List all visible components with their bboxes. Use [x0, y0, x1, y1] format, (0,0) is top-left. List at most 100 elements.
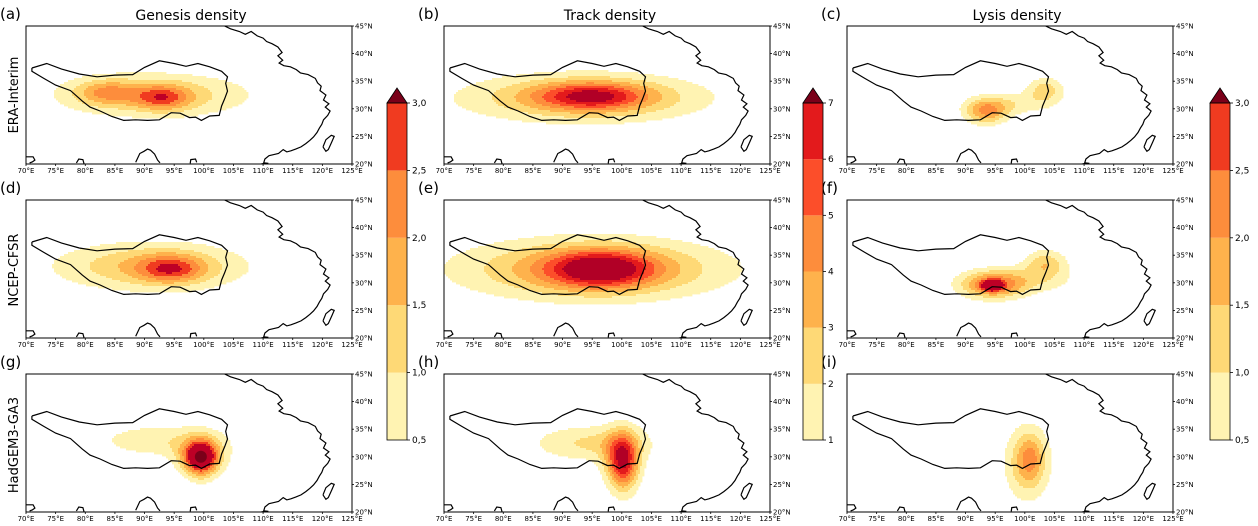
lon-tick-label: 120°E [1133, 167, 1154, 175]
coastline-south-3 [607, 158, 616, 164]
panel-c: 70°E 75°E 80°E 85°E 90°E 95°E 100°E 105°E 110°E 1… [821, 5, 1194, 175]
lon-tick-label: 120°E [312, 515, 333, 523]
panel-b: 70°E 75°E 80°E 85°E 90°E 95°E 100°E 105°E 110°E 1… [418, 5, 791, 175]
lon-tick-label: 95°E [584, 515, 601, 523]
coastline [1045, 26, 1152, 164]
lon-tick-label: 105°E [223, 341, 244, 349]
lat-tick-label: 30°N [1176, 279, 1194, 287]
panel-h: 70°E 75°E 80°E 85°E 90°E 95°E 100°E 105°E 110°E 1… [418, 353, 791, 523]
panel-f: 70°E 75°E 80°E 85°E 90°E 95°E 100°E 105°E 110°E 1… [821, 179, 1194, 349]
lat-tick-label: 45°N [1176, 371, 1194, 379]
lat-tick-label: 20°N [355, 161, 373, 169]
lat-tick-label: 20°N [355, 335, 373, 343]
lon-tick-label: 90°E [136, 515, 153, 523]
lon-tick-label: 75°E [868, 167, 885, 175]
lon-tick-label: 110°E [252, 515, 273, 523]
lon-tick-label: 90°E [554, 167, 571, 175]
panel-label: (e) [418, 179, 439, 197]
lon-tick-label: 90°E [554, 515, 571, 523]
lon-tick-label: 95°E [166, 515, 183, 523]
coastline-south-3 [607, 332, 616, 338]
colorbar-bin [1210, 372, 1230, 440]
lat-tick-label: 20°N [773, 509, 791, 517]
lon-tick-label: 125°E [1162, 341, 1183, 349]
colorbar-bin [1210, 237, 1230, 306]
colorbar-bin [1210, 170, 1230, 238]
density-field [540, 420, 653, 501]
panel-frame [25, 373, 353, 513]
colorbar-tick-label: 0,5 [1235, 436, 1249, 446]
panel-label: (i) [821, 353, 837, 371]
lat-tick-label: 45°N [1176, 197, 1194, 205]
coastline-south-3 [1010, 332, 1019, 338]
colorbar-bin [803, 271, 823, 328]
lat-tick-label: 35°N [1176, 426, 1194, 434]
panel-e: 70°E 75°E 80°E 85°E 90°E 95°E 100°E 105°E 110°E 1… [418, 179, 791, 349]
coastline-west [847, 504, 857, 512]
lat-tick-label: 25°N [773, 133, 791, 141]
lon-tick-label: 125°E [341, 167, 362, 175]
density-field [52, 242, 249, 293]
lon-tick-label: 105°E [641, 167, 662, 175]
taiwan-coast [740, 308, 754, 327]
lat-tick-label: 45°N [355, 23, 373, 31]
coastline [1045, 200, 1152, 338]
lat-tick-label: 25°N [355, 481, 373, 489]
column-title-lysis: Lysis density [972, 8, 1061, 24]
coastline-south-1 [896, 332, 906, 338]
map-lines [444, 26, 754, 164]
coastline-south-1 [896, 158, 906, 164]
colorbar-tick-label: 2 [828, 380, 834, 390]
lat-tick-label: 40°N [1176, 398, 1194, 406]
colorbar-bin [1210, 103, 1230, 171]
panel-frame [846, 199, 1174, 339]
plateau-outline [852, 60, 1050, 122]
panel-frame [846, 373, 1174, 513]
lon-tick-label: 80°E [495, 341, 512, 349]
lon-tick-label: 70°E [18, 515, 35, 523]
lon-tick-label: 100°E [1014, 515, 1035, 523]
lon-tick-label: 115°E [1103, 515, 1124, 523]
lon-tick-label: 125°E [759, 515, 780, 523]
colorbar-tick-label: 2,5 [412, 166, 426, 176]
lat-tick-label: 20°N [1176, 161, 1194, 169]
lon-tick-label: 120°E [730, 341, 751, 349]
lat-tick-label: 20°N [1176, 335, 1194, 343]
lat-tick-label: 30°N [355, 453, 373, 461]
colorbar-tick-label: 7 [828, 99, 834, 109]
lat-tick-label: 45°N [355, 197, 373, 205]
lat-tick-label: 30°N [1176, 453, 1194, 461]
coastline-south-1 [75, 332, 85, 338]
lat-tick-label: 20°N [773, 161, 791, 169]
coastline-south-2 [553, 148, 579, 164]
lon-tick-label: 110°E [1073, 341, 1094, 349]
lat-tick-label: 30°N [773, 105, 791, 113]
lon-tick-label: 95°E [987, 341, 1004, 349]
lon-tick-label: 95°E [584, 341, 601, 349]
coastline-south-3 [607, 506, 616, 512]
lat-tick-label: 35°N [773, 426, 791, 434]
lon-tick-label: 80°E [77, 515, 94, 523]
taiwan-coast [1143, 482, 1157, 501]
lon-tick-label: 115°E [1103, 167, 1124, 175]
panel-label: (a) [0, 5, 21, 23]
colorbar-bin [387, 372, 407, 440]
colorbar-tick-label: 1 [828, 436, 834, 446]
colorbar-bin [803, 103, 823, 160]
lon-tick-label: 80°E [77, 167, 94, 175]
lat-tick-label: 45°N [773, 197, 791, 205]
lon-tick-label: 70°E [436, 167, 453, 175]
lon-tick-label: 100°E [1014, 167, 1035, 175]
lon-tick-label: 85°E [524, 167, 541, 175]
lon-tick-label: 70°E [839, 341, 856, 349]
panel-label: (c) [821, 5, 841, 23]
lon-tick-label: 75°E [868, 515, 885, 523]
density-field [54, 72, 249, 119]
colorbar-bin [803, 215, 823, 272]
colorbar-bin [387, 170, 407, 238]
lat-tick-label: 35°N [773, 252, 791, 260]
colorbar-extend-arrow [802, 87, 824, 104]
lon-tick-label: 115°E [700, 167, 721, 175]
lat-tick-label: 25°N [355, 307, 373, 315]
lon-tick-label: 75°E [47, 515, 64, 523]
